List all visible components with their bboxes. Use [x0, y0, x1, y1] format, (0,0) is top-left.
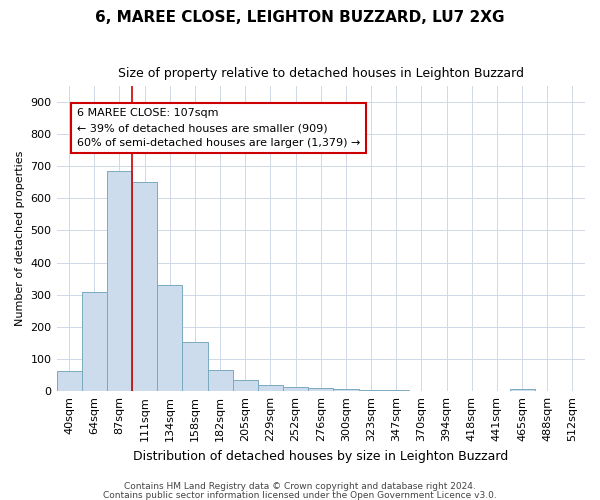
Bar — [509, 389, 535, 391]
Text: Contains public sector information licensed under the Open Government Licence v3: Contains public sector information licen… — [103, 490, 497, 500]
Bar — [233, 380, 258, 391]
Bar — [107, 171, 132, 391]
Bar — [283, 387, 308, 391]
Bar — [132, 182, 157, 391]
Text: 6, MAREE CLOSE, LEIGHTON BUZZARD, LU7 2XG: 6, MAREE CLOSE, LEIGHTON BUZZARD, LU7 2X… — [95, 10, 505, 25]
Bar — [258, 385, 283, 391]
Text: 6 MAREE CLOSE: 107sqm
← 39% of detached houses are smaller (909)
60% of semi-det: 6 MAREE CLOSE: 107sqm ← 39% of detached … — [77, 108, 360, 148]
Bar — [359, 390, 383, 391]
Text: Contains HM Land Registry data © Crown copyright and database right 2024.: Contains HM Land Registry data © Crown c… — [124, 482, 476, 491]
Title: Size of property relative to detached houses in Leighton Buzzard: Size of property relative to detached ho… — [118, 68, 524, 80]
Bar — [334, 388, 359, 391]
Bar — [208, 370, 233, 391]
Bar — [383, 390, 409, 391]
Bar — [182, 342, 208, 391]
Bar — [82, 292, 107, 391]
Bar — [308, 388, 334, 391]
Bar — [157, 285, 182, 391]
Bar — [56, 371, 82, 391]
X-axis label: Distribution of detached houses by size in Leighton Buzzard: Distribution of detached houses by size … — [133, 450, 508, 462]
Y-axis label: Number of detached properties: Number of detached properties — [15, 151, 25, 326]
